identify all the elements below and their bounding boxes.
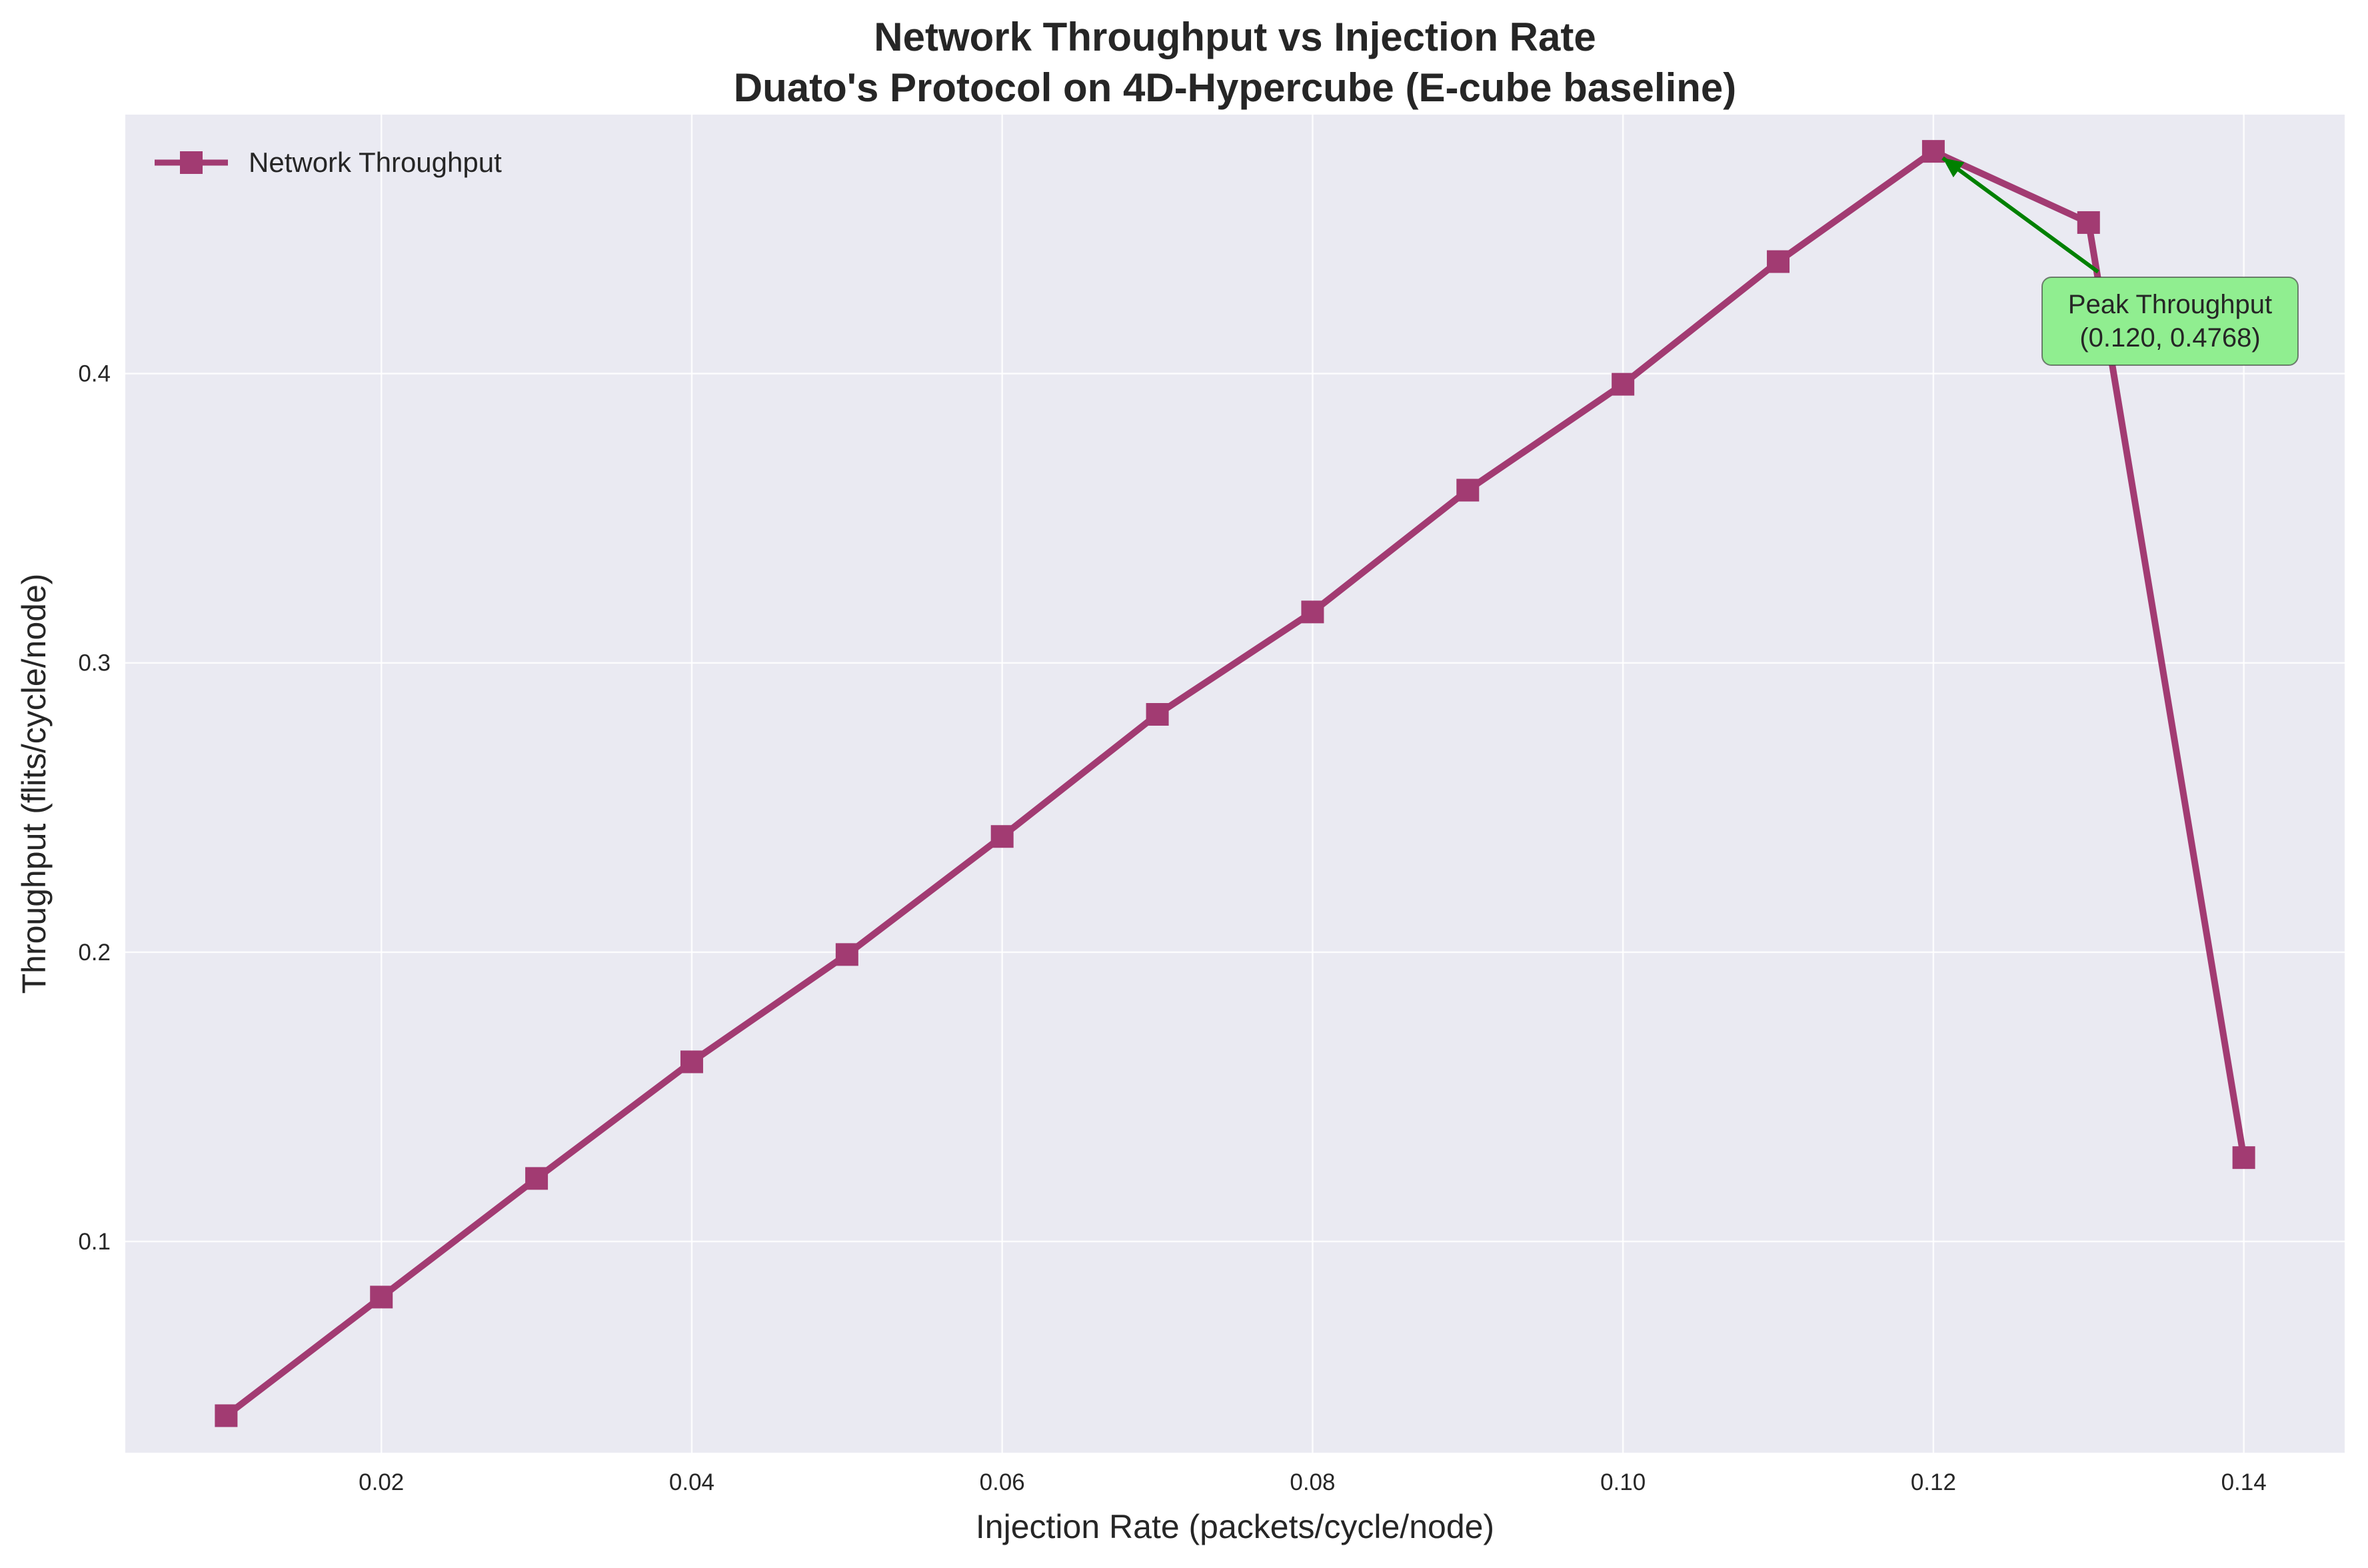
y-tick-label: 0.4 — [78, 361, 111, 387]
annotation-box — [2041, 277, 2299, 366]
data-point-marker — [1146, 703, 1169, 726]
x-axis-label: Injection Rate (packets/cycle/node) — [976, 1508, 1494, 1545]
data-point-marker — [1301, 600, 1324, 624]
legend: Network Throughput — [155, 147, 502, 178]
chart-title-line2: Duato's Protocol on 4D-Hypercube (E-cube… — [734, 65, 1737, 110]
x-tick-label: 0.02 — [359, 1469, 404, 1495]
x-tick-label: 0.08 — [1290, 1469, 1335, 1495]
data-point-marker — [1456, 478, 1480, 502]
annotation-label-line1: Peak Throughput — [2068, 290, 2272, 319]
data-point-marker — [370, 1285, 393, 1309]
x-tick-label: 0.12 — [1911, 1469, 1956, 1495]
series-layer — [215, 140, 2255, 1427]
y-axis-ticks: 0.1 0.2 0.3 0.4 — [78, 361, 111, 1255]
x-tick-label: 0.06 — [980, 1469, 1025, 1495]
y-tick-label: 0.3 — [78, 650, 111, 676]
legend-marker-sample — [180, 151, 203, 174]
annotation-arrowhead — [1942, 158, 1965, 178]
y-tick-label: 0.2 — [78, 940, 111, 966]
data-point-marker — [525, 1167, 549, 1190]
data-point-marker — [1921, 140, 1945, 163]
x-axis-ticks: 0.02 0.04 0.06 0.08 0.10 0.12 0.14 — [359, 1469, 2267, 1495]
x-tick-label: 0.04 — [669, 1469, 714, 1495]
data-point-marker — [680, 1050, 703, 1074]
plot-area — [125, 115, 2345, 1453]
series-line — [223, 148, 2247, 1419]
data-point-marker — [1767, 250, 1790, 273]
data-point-marker — [215, 1404, 238, 1427]
data-point-marker — [835, 943, 858, 966]
annotation-arrow — [1941, 156, 2099, 274]
data-point-marker — [1612, 373, 1635, 396]
data-point-marker — [990, 825, 1014, 848]
chart-title-line1: Network Throughput vs Injection Rate — [874, 15, 1596, 59]
x-tick-label: 0.10 — [1600, 1469, 1646, 1495]
data-point-marker — [2232, 1146, 2255, 1170]
data-point-marker — [2077, 211, 2100, 234]
peak-annotation: Peak Throughput (0.120, 0.4768) — [1941, 156, 2299, 366]
legend-label: Network Throughput — [249, 147, 502, 178]
y-axis-label: Throughput (flits/cycle/node) — [15, 574, 53, 994]
x-tick-label: 0.14 — [2221, 1469, 2267, 1495]
y-tick-label: 0.1 — [78, 1229, 111, 1255]
annotation-label-line2: (0.120, 0.4768) — [2079, 323, 2260, 353]
